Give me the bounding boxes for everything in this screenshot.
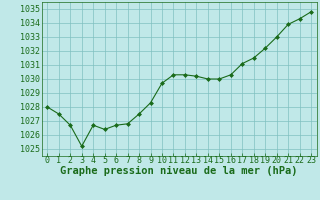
X-axis label: Graphe pression niveau de la mer (hPa): Graphe pression niveau de la mer (hPa) — [60, 166, 298, 176]
